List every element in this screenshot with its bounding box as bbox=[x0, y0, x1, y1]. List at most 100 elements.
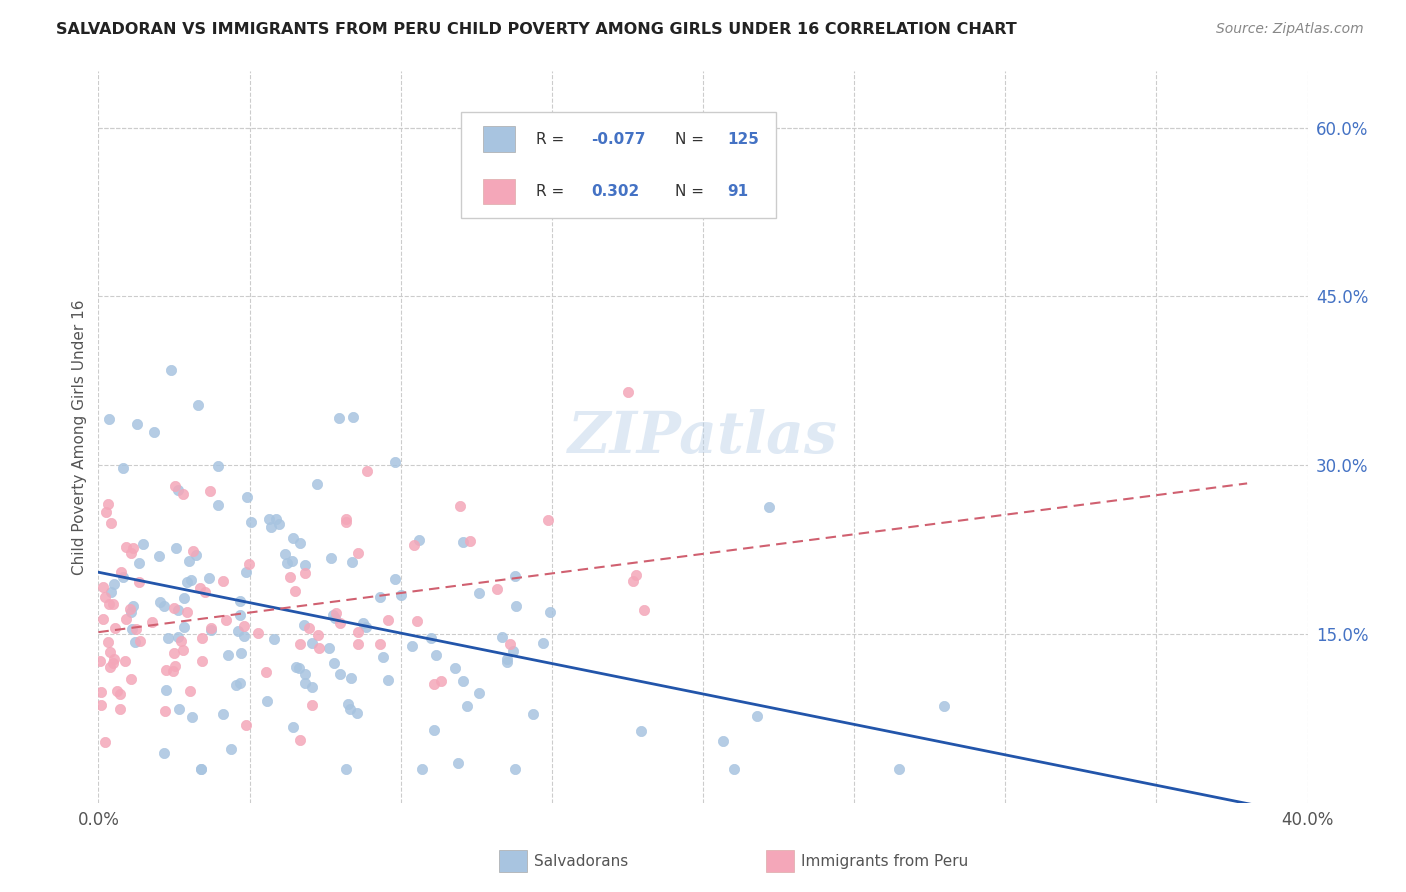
Point bbox=[486, 582, 509, 597]
Point bbox=[335, 512, 357, 526]
Point bbox=[142, 425, 165, 439]
Point bbox=[214, 613, 236, 627]
Point bbox=[283, 720, 305, 734]
Point bbox=[278, 570, 301, 584]
Point bbox=[288, 661, 311, 675]
Point bbox=[290, 636, 312, 650]
Point bbox=[322, 656, 344, 670]
Point bbox=[225, 678, 247, 692]
Point bbox=[281, 531, 304, 545]
Point bbox=[617, 384, 640, 399]
Point bbox=[263, 632, 285, 646]
Point bbox=[325, 606, 347, 620]
Point bbox=[103, 576, 125, 591]
Point bbox=[443, 660, 465, 674]
Point bbox=[505, 599, 527, 614]
Point bbox=[932, 699, 955, 714]
Point bbox=[94, 735, 117, 749]
Point bbox=[377, 613, 399, 627]
Point bbox=[122, 541, 145, 556]
Point bbox=[120, 546, 142, 560]
Bar bbox=[482, 126, 515, 152]
Point bbox=[377, 673, 399, 687]
Point bbox=[108, 702, 131, 716]
Point bbox=[294, 566, 316, 580]
Point bbox=[153, 704, 176, 718]
Point bbox=[540, 605, 562, 619]
Point bbox=[100, 516, 122, 530]
Point bbox=[292, 617, 315, 632]
Point bbox=[148, 549, 170, 564]
Point bbox=[240, 515, 263, 529]
Point bbox=[235, 718, 257, 732]
Point bbox=[422, 723, 444, 738]
Text: N =: N = bbox=[675, 184, 710, 199]
Point bbox=[260, 520, 283, 534]
Point bbox=[408, 533, 430, 547]
Point bbox=[98, 660, 121, 674]
Point bbox=[167, 483, 190, 497]
Point bbox=[887, 762, 910, 776]
Point bbox=[305, 476, 328, 491]
Point bbox=[217, 648, 239, 663]
Point bbox=[90, 685, 112, 699]
Point bbox=[181, 710, 204, 724]
Point bbox=[141, 615, 163, 629]
Point bbox=[180, 573, 202, 587]
Point bbox=[347, 637, 370, 651]
Point bbox=[354, 619, 377, 633]
Point bbox=[405, 615, 427, 629]
Point bbox=[301, 680, 323, 694]
Point bbox=[93, 612, 115, 626]
Point bbox=[173, 620, 195, 634]
Point bbox=[318, 640, 340, 655]
Point bbox=[335, 762, 357, 776]
Point bbox=[453, 674, 475, 689]
Text: N =: N = bbox=[675, 131, 710, 146]
Point bbox=[167, 701, 190, 715]
Point bbox=[371, 649, 394, 664]
Point bbox=[630, 724, 652, 739]
Point bbox=[186, 548, 208, 562]
Point bbox=[228, 676, 250, 690]
Point bbox=[356, 464, 378, 478]
Point bbox=[537, 513, 560, 527]
Point bbox=[188, 581, 211, 595]
Text: R =: R = bbox=[537, 131, 569, 146]
Point bbox=[458, 534, 481, 549]
Point bbox=[711, 734, 734, 748]
Text: R =: R = bbox=[537, 184, 569, 199]
Point bbox=[128, 556, 150, 570]
Point bbox=[200, 621, 222, 635]
Bar bbox=[482, 179, 515, 204]
Point bbox=[104, 621, 127, 635]
Text: 125: 125 bbox=[727, 131, 759, 146]
Point bbox=[301, 698, 323, 712]
Point bbox=[165, 658, 187, 673]
Point bbox=[94, 505, 117, 519]
Point bbox=[165, 479, 187, 493]
Point bbox=[499, 637, 522, 651]
Point bbox=[758, 500, 780, 514]
Point bbox=[94, 591, 117, 605]
Point bbox=[191, 631, 214, 645]
Point bbox=[235, 565, 257, 579]
Point bbox=[219, 742, 242, 756]
Point bbox=[503, 762, 526, 776]
Point bbox=[129, 634, 152, 648]
Point bbox=[98, 645, 121, 659]
Point bbox=[173, 591, 195, 605]
Point bbox=[495, 655, 517, 669]
Point bbox=[491, 630, 513, 644]
Point bbox=[425, 648, 447, 662]
Point bbox=[165, 541, 187, 556]
Point bbox=[194, 585, 217, 599]
Point bbox=[420, 632, 443, 646]
Point bbox=[267, 517, 290, 532]
Point bbox=[342, 410, 364, 425]
Point bbox=[100, 584, 122, 599]
Point bbox=[328, 411, 350, 425]
Point bbox=[120, 605, 142, 619]
Point bbox=[235, 491, 257, 505]
Point bbox=[347, 625, 370, 640]
